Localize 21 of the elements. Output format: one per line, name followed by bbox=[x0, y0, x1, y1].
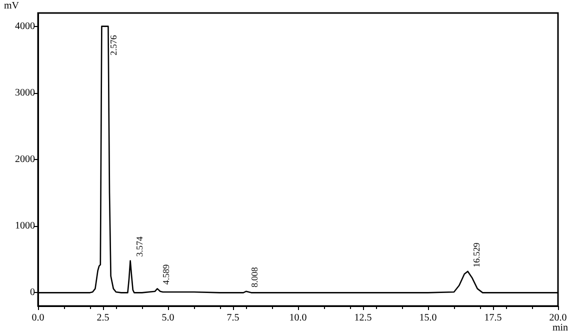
annotation: 3.574 bbox=[134, 236, 144, 257]
y-tick-label: 1000 bbox=[15, 220, 35, 232]
y-tick-label: 2000 bbox=[15, 154, 35, 165]
x-tick-label: 10.0 bbox=[289, 312, 307, 324]
x-tick-label: 2.5 bbox=[96, 312, 110, 324]
y-tick-label: 4000 bbox=[15, 20, 35, 32]
x-tick-label: 12.5 bbox=[354, 312, 372, 324]
x-tick-label: 5.0 bbox=[162, 312, 174, 324]
x-tick-label: 0.0 bbox=[32, 312, 44, 324]
annotation: 8.008 bbox=[250, 266, 260, 288]
y-axis-title: mV bbox=[4, 0, 20, 12]
annotation: 2.576 bbox=[108, 34, 118, 56]
x-tick-label: 17.5 bbox=[484, 312, 502, 324]
x-axis-title: min bbox=[552, 322, 568, 334]
y-tick-label: 0 bbox=[30, 287, 35, 298]
annotation: 4.589 bbox=[160, 264, 171, 285]
x-tick-label: 15.0 bbox=[419, 312, 437, 324]
annotation: 16.529 bbox=[471, 242, 482, 268]
y-tick-label: 3000 bbox=[15, 87, 35, 98]
x-tick-label: 20.0 bbox=[549, 312, 567, 324]
x-tick-label: 7.5 bbox=[226, 312, 240, 324]
